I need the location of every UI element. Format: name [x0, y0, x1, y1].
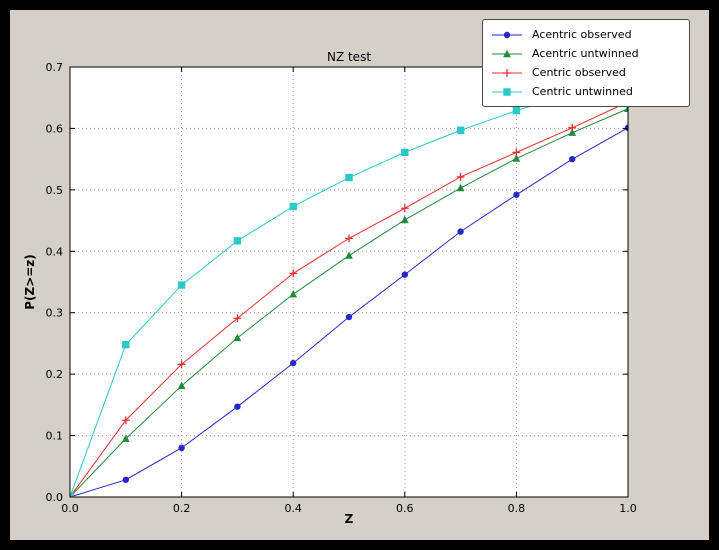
legend-line-sample — [492, 87, 522, 96]
data-marker-circle — [457, 228, 464, 235]
data-marker-plus — [289, 269, 298, 278]
data-marker-plus — [512, 148, 521, 157]
data-marker-square — [456, 126, 465, 134]
y-tick-label: 0.5 — [46, 184, 64, 197]
data-marker-triangle — [121, 434, 130, 442]
x-tick-label: 0.4 — [284, 502, 302, 515]
data-marker-circle — [401, 271, 408, 278]
data-marker-circle — [122, 476, 129, 483]
data-marker-plus — [503, 68, 511, 77]
legend-label: Acentric observed — [532, 28, 632, 41]
axes-border — [69, 66, 629, 498]
data-marker-circle — [513, 191, 520, 198]
legend-row: Centric untwinned — [489, 82, 683, 101]
data-marker-triangle — [345, 251, 353, 259]
chart-title: NZ test — [326, 50, 372, 64]
data-marker-square — [177, 281, 186, 289]
y-tick-label: 0.1 — [46, 430, 64, 443]
data-marker-square — [122, 340, 130, 349]
x-tick-label: 1.0 — [619, 502, 637, 515]
legend-row: Centric observed — [489, 63, 683, 82]
legend-line-sample — [492, 49, 522, 57]
data-marker-plus — [345, 234, 353, 243]
data-marker-triangle — [289, 290, 298, 298]
x-tick-label: 0.2 — [173, 502, 191, 515]
data-marker-triangle — [400, 215, 409, 224]
y-tick-label: 0.0 — [46, 491, 64, 504]
data-marker-square — [512, 106, 521, 115]
data-marker-plus — [233, 314, 242, 323]
data-marker-circle — [178, 444, 185, 452]
legend-label: Centric observed — [532, 66, 626, 79]
legend-label: Centric untwinned — [532, 85, 633, 98]
data-marker-plus — [121, 416, 130, 425]
legend-row: Acentric observed — [489, 25, 683, 44]
y-axis-label: P(Z>=z) — [23, 254, 37, 310]
plot-svg: 0.0 0.2 0.4 0.6 0.8 1.0 0.0 0.1 0.2 0.3 0.4 0.5 0.6 0… — [46, 61, 637, 515]
y-tick-label: 0.7 — [46, 61, 64, 74]
y-tick-label: 0.3 — [46, 307, 64, 320]
data-marker-triangle — [456, 183, 465, 192]
x-tick-label: 0.6 — [396, 502, 414, 515]
data-marker-triangle — [624, 104, 628, 112]
data-marker-plus — [400, 204, 409, 213]
data-marker-plus — [568, 123, 577, 132]
data-marker-plus — [456, 173, 465, 181]
figure-canvas: 0.0 0.2 0.4 0.6 0.8 1.0 0.0 0.1 0.2 0.3 0.4 0.5 0.6 0… — [10, 10, 709, 540]
data-marker-triangle — [177, 381, 186, 390]
legend-label: Acentric untwinned — [532, 47, 639, 60]
y-tick-label: 0.6 — [46, 122, 64, 135]
legend: Acentric observed Acentric untwinned Centr… — [482, 19, 690, 107]
data-marker-plus — [177, 360, 186, 369]
legend-line-sample — [492, 31, 522, 38]
x-tick-label: 0.8 — [508, 502, 526, 515]
data-marker-circle — [290, 359, 297, 367]
y-tick-label: 0.4 — [46, 245, 64, 258]
data-marker-circle — [234, 403, 241, 410]
data-marker-triangle — [512, 154, 521, 162]
data-marker-triangle — [233, 333, 242, 342]
data-marker-square — [345, 173, 353, 182]
data-marker-circle — [503, 31, 511, 38]
data-marker-circle — [569, 155, 576, 163]
data-marker-circle — [624, 124, 628, 132]
y-tick-label: 0.2 — [46, 368, 64, 381]
legend-row: Acentric untwinned — [489, 44, 683, 63]
plot-background — [70, 67, 628, 497]
data-marker-triangle — [503, 49, 511, 57]
data-marker-square — [503, 87, 511, 96]
series-layer — [70, 73, 628, 497]
data-marker-square — [401, 148, 409, 157]
data-marker-square — [289, 202, 297, 211]
legend-line-sample — [492, 68, 522, 77]
x-axis-label: Z — [344, 512, 354, 526]
data-marker-square — [233, 237, 242, 245]
data-marker-circle — [345, 313, 353, 321]
data-marker-triangle — [568, 128, 577, 136]
x-tick-label: 0.0 — [61, 502, 79, 515]
